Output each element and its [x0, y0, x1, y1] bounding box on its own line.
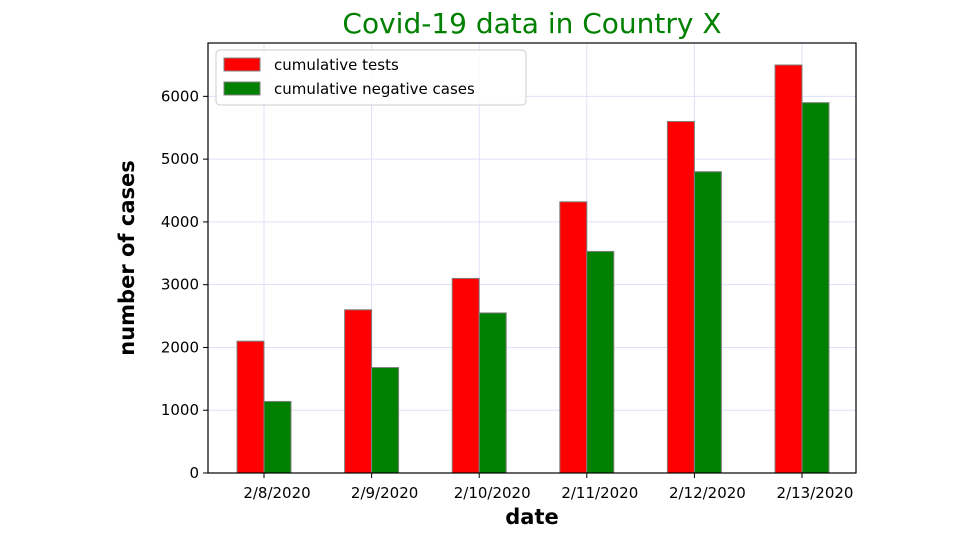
legend-label: cumulative tests: [274, 56, 399, 74]
bar-negative-2/12/2020: [693, 171, 722, 474]
y-tick-label: 3000: [161, 276, 199, 294]
bar-tests-2/12/2020: [666, 120, 695, 474]
legend-label: cumulative negative cases: [274, 80, 475, 98]
plot-frame: [207, 42, 857, 474]
x-tick-label: 2/9/2020: [351, 484, 418, 502]
bar-negative-2/9/2020: [371, 367, 400, 474]
bar-tests-2/13/2020: [774, 64, 803, 474]
legend-box: [215, 49, 527, 106]
bar-negative-2/10/2020: [478, 312, 507, 474]
y-tick-label: 0: [189, 464, 199, 482]
x-tick-label: 2/8/2020: [243, 484, 310, 502]
legend: cumulative tests cumulative negative case…: [215, 49, 527, 106]
y-tick-label: 1000: [161, 401, 199, 419]
y-tick-label: 4000: [161, 213, 199, 231]
x-tick-label: 2/11/2020: [561, 484, 638, 502]
bar-negative-2/13/2020: [801, 102, 830, 474]
chart-title: Covid-19 data in Country X: [342, 7, 721, 40]
bars: [236, 64, 830, 474]
y-tick-label: 6000: [161, 87, 199, 105]
y-axis-ticks: 0 1000 2000 3000 4000 5000 6000: [161, 87, 208, 482]
y-tick-label: 2000: [161, 338, 199, 356]
bar-tests-2/11/2020: [559, 201, 588, 474]
x-axis-ticks: 2/8/2020 2/9/2020 2/10/2020 2/11/2020 2/12/2…: [243, 473, 853, 502]
legend-swatch: [223, 81, 261, 96]
bar-tests-2/10/2020: [451, 277, 480, 474]
y-axis-label: number of cases: [115, 160, 139, 355]
x-tick-label: 2/13/2020: [777, 484, 854, 502]
bar-tests-2/8/2020: [236, 340, 265, 474]
legend-swatch: [223, 57, 261, 72]
bar-negative-2/11/2020: [586, 250, 615, 474]
y-tick-label: 5000: [161, 150, 199, 168]
x-tick-label: 2/10/2020: [454, 484, 531, 502]
bar-negative-2/8/2020: [263, 400, 292, 474]
x-tick-label: 2/12/2020: [669, 484, 746, 502]
bar-tests-2/9/2020: [344, 309, 373, 474]
x-axis-label: date: [505, 505, 558, 529]
grid-lines: [208, 43, 856, 474]
